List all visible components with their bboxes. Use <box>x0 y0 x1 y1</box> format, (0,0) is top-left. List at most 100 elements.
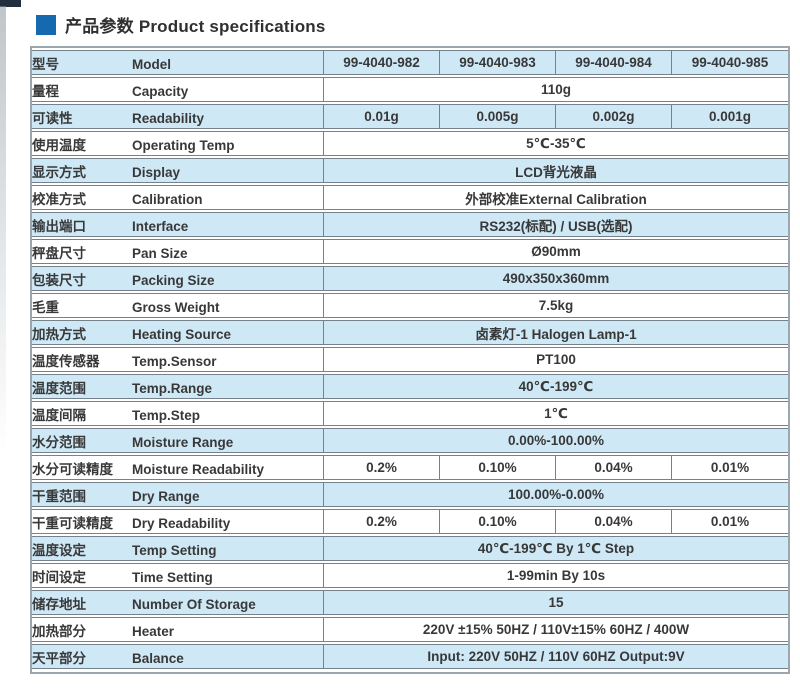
table-row: 使用温度 Operating Temp 5℃-35℃ <box>32 131 788 156</box>
row-label-en: Display <box>132 164 181 180</box>
row-value-cell: 0.002g <box>556 104 672 129</box>
row-label-en: Moisture Readability <box>132 461 265 477</box>
table-row: 毛重 Gross Weight 7.5kg <box>32 293 788 318</box>
row-label-cn: 包装尺寸 <box>32 272 86 288</box>
row-value-cell: 0.001g <box>672 104 788 129</box>
table-row: 温度传感器 Temp.Sensor PT100 <box>32 347 788 372</box>
row-label-cn: 干重可读精度 <box>32 515 113 531</box>
table-row: 温度设定 Temp Setting 40℃-199℃ By 1℃ Step <box>32 536 788 561</box>
section-header: 产品参数 Product specifications <box>36 12 326 37</box>
table-row: 温度间隔 Temp.Step 1℃ <box>32 401 788 426</box>
table-row: 加热部分 Heater 220V ±15% 50HZ / 110V±15% 60HZ… <box>32 617 788 642</box>
table-row: 储存地址 Number Of Storage 15 <box>32 590 788 615</box>
table-row: 水分范围 Moisture Range 0.00%-100.00% <box>32 428 788 453</box>
row-label-en: Interface <box>132 218 189 234</box>
row-label-cn: 加热部分 <box>32 623 86 639</box>
row-label-cell: 水分可读精度 Moisture Readability <box>32 455 324 480</box>
row-label-cn: 温度设定 <box>32 542 86 558</box>
row-label-cell: 可读性 Readability <box>32 104 324 129</box>
row-label-cell: 天平部分 Balance <box>32 644 324 669</box>
row-label-cell: 加热部分 Heater <box>32 617 324 642</box>
row-label-cn: 温度范围 <box>32 380 86 396</box>
row-value-span-cell: 220V ±15% 50HZ / 110V±15% 60HZ / 400W <box>324 617 788 642</box>
row-value-cell: 0.04% <box>556 455 672 480</box>
row-label-en: Heater <box>132 623 175 639</box>
row-value-cell: 0.005g <box>440 104 556 129</box>
row-value-span-cell: 100.00%-0.00% <box>324 482 788 507</box>
row-value-span-cell: 490x350x360mm <box>324 266 788 291</box>
row-label-cell: 秤盘尺寸 Pan Size <box>32 239 324 264</box>
row-label-cell: 水分范围 Moisture Range <box>32 428 324 453</box>
table-row: 水分可读精度 Moisture Readability 0.2% 0.10% 0.04%… <box>32 455 788 480</box>
row-label-en: Operating Temp <box>132 137 235 153</box>
row-label-cell: 输出端口 Interface <box>32 212 324 237</box>
row-label-cell: 干重可读精度 Dry Readability <box>32 509 324 534</box>
table-row: 秤盘尺寸 Pan Size Ø90mm <box>32 239 788 264</box>
section-bullet-icon <box>36 14 56 35</box>
spec-table-container: 型号 Model 99-4040-982 99-4040-983 99-4040-984… <box>30 46 790 674</box>
row-label-en: Capacity <box>132 83 189 99</box>
row-label-cn: 秤盘尺寸 <box>32 245 86 261</box>
table-row: 干重可读精度 Dry Readability 0.2% 0.10% 0.04% 0.01% <box>32 509 788 534</box>
row-label-en: Temp.Range <box>132 380 213 396</box>
row-label-cn: 温度间隔 <box>32 407 86 423</box>
table-row: 温度范围 Temp.Range 40℃-199℃ <box>32 374 788 399</box>
row-label-cell: 温度范围 Temp.Range <box>32 374 324 399</box>
row-value-span-cell: 外部校准External Calibration <box>324 185 788 210</box>
row-value-cell: 0.2% <box>324 509 440 534</box>
page-title-en: Product specifications <box>138 17 326 36</box>
row-value-cell: 99-4040-985 <box>672 50 788 75</box>
row-label-cn: 显示方式 <box>32 164 86 180</box>
row-value-span-cell: LCD背光液晶 <box>324 158 788 183</box>
row-label-cell: 毛重 Gross Weight <box>32 293 324 318</box>
row-value-cell: 0.01% <box>672 509 788 534</box>
spec-table-body: 型号 Model 99-4040-982 99-4040-983 99-4040-984… <box>32 50 788 669</box>
row-label-cn: 水分可读精度 <box>32 461 113 477</box>
row-label-en: Readability <box>132 110 205 126</box>
row-label-cn: 时间设定 <box>32 569 86 585</box>
row-label-en: Balance <box>132 650 184 666</box>
page-edge-shadow <box>0 6 6 456</box>
row-label-en: Moisture Range <box>132 434 234 450</box>
row-label-cn: 使用温度 <box>32 137 86 153</box>
row-value-span-cell: PT100 <box>324 347 788 372</box>
row-value-span-cell: 110g <box>324 77 788 102</box>
row-label-cell: 量程 Capacity <box>32 77 324 102</box>
row-label-cell: 型号 Model <box>32 50 324 75</box>
page-title: 产品参数 Product specifications <box>65 12 326 37</box>
spec-table: 型号 Model 99-4040-982 99-4040-983 99-4040-984… <box>32 48 788 671</box>
row-label-cell: 加热方式 Heating Source <box>32 320 324 345</box>
table-row: 型号 Model 99-4040-982 99-4040-983 99-4040-984… <box>32 50 788 75</box>
row-value-cell: 0.10% <box>440 509 556 534</box>
row-value-span-cell: 5℃-35℃ <box>324 131 788 156</box>
table-row: 加热方式 Heating Source 卤素灯-1 Halogen Lamp-1 <box>32 320 788 345</box>
row-label-en: Calibration <box>132 191 203 207</box>
row-label-en: Packing Size <box>132 272 215 288</box>
row-value-span-cell: 1℃ <box>324 401 788 426</box>
row-label-cell: 温度设定 Temp Setting <box>32 536 324 561</box>
row-label-cell: 包装尺寸 Packing Size <box>32 266 324 291</box>
page-title-cn: 产品参数 <box>65 17 134 36</box>
row-value-cell: 0.01% <box>672 455 788 480</box>
row-label-en: Number Of Storage <box>132 596 256 612</box>
table-row: 可读性 Readability 0.01g 0.005g 0.002g 0.001g <box>32 104 788 129</box>
row-label-cn: 加热方式 <box>32 326 86 342</box>
row-value-span-cell: Ø90mm <box>324 239 788 264</box>
table-row: 干重范围 Dry Range 100.00%-0.00% <box>32 482 788 507</box>
row-label-cn: 量程 <box>32 83 59 99</box>
row-label-cn: 可读性 <box>32 110 73 126</box>
row-label-en: Temp Setting <box>132 542 217 558</box>
row-label-cn: 温度传感器 <box>32 353 100 369</box>
table-row: 天平部分 Balance Input: 220V 50HZ / 110V 60HZ … <box>32 644 788 669</box>
row-value-span-cell: 15 <box>324 590 788 615</box>
row-label-cell: 温度传感器 Temp.Sensor <box>32 347 324 372</box>
row-label-cell: 校准方式 Calibration <box>32 185 324 210</box>
table-row: 输出端口 Interface RS232(标配) / USB(选配) <box>32 212 788 237</box>
row-label-cn: 储存地址 <box>32 596 86 612</box>
row-label-en: Pan Size <box>132 245 188 261</box>
row-label-en: Temp.Step <box>132 407 201 423</box>
row-value-cell: 99-4040-984 <box>556 50 672 75</box>
table-row: 量程 Capacity 110g <box>32 77 788 102</box>
row-label-en: Time Setting <box>132 569 213 585</box>
